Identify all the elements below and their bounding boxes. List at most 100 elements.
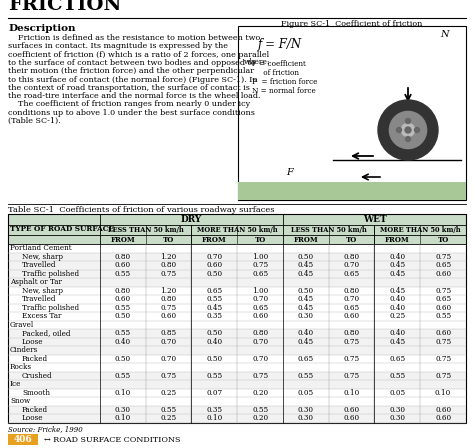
Text: 0.20: 0.20 [252,389,268,397]
Text: MORE THAN 50 km/h: MORE THAN 50 km/h [197,226,278,234]
Text: f  = coefficient: f = coefficient [252,60,306,68]
Text: 0.25: 0.25 [161,414,177,422]
Bar [8,295,466,303]
Text: 0.70: 0.70 [344,295,360,303]
Text: 0.55: 0.55 [115,329,131,337]
Text: 0.85: 0.85 [161,329,177,337]
Text: Loose: Loose [22,338,44,346]
Circle shape [405,127,411,133]
Bar [8,270,466,278]
Text: 0.75: 0.75 [161,304,177,312]
Bar [8,380,466,388]
Text: 0.10: 0.10 [115,414,131,422]
Circle shape [405,137,410,142]
Bar [8,312,466,320]
Text: 0.05: 0.05 [389,389,405,397]
Text: FROM: FROM [293,236,318,244]
Text: F  = friction force: F = friction force [252,78,318,86]
Text: (Table SC-1).: (Table SC-1). [8,117,61,125]
Text: conditions up to above 1.0 under the best surface conditions: conditions up to above 1.0 under the bes… [8,109,255,116]
Bar [8,261,466,270]
Text: 0.75: 0.75 [161,270,177,278]
Text: 0.40: 0.40 [389,329,405,337]
Text: Rocks: Rocks [10,363,32,371]
Bar [8,363,466,371]
Text: 0.30: 0.30 [298,414,314,422]
Bar [8,405,466,414]
Text: Travelled: Travelled [22,261,56,269]
Text: 0.65: 0.65 [252,270,268,278]
Text: 0.65: 0.65 [252,304,268,312]
Text: N: N [440,30,448,39]
Text: 0.70: 0.70 [252,338,268,346]
Text: 0.70: 0.70 [252,295,268,303]
Text: 1.00: 1.00 [252,253,268,261]
Text: 0.60: 0.60 [344,312,360,320]
Text: 0.60: 0.60 [344,414,360,422]
Text: The coefficient of friction ranges from nearly 0 under icy: The coefficient of friction ranges from … [8,100,250,108]
Text: Table SC-1  Coefficients of friction of various roadway surfaces: Table SC-1 Coefficients of friction of v… [8,206,274,214]
Text: 0.75: 0.75 [344,372,360,380]
Text: 0.80: 0.80 [161,295,177,303]
Text: 0.50: 0.50 [206,270,222,278]
Text: 0.50: 0.50 [115,312,131,320]
Text: 0.55: 0.55 [115,270,131,278]
Text: 0.60: 0.60 [435,270,451,278]
Text: 0.65: 0.65 [389,355,405,363]
Text: 0.65: 0.65 [206,287,222,295]
Text: 0.75: 0.75 [435,372,451,380]
Text: 0.45: 0.45 [389,261,405,269]
Text: 0.60: 0.60 [344,406,360,414]
Text: 0.50: 0.50 [115,355,131,363]
Text: 0.75: 0.75 [435,338,451,346]
Circle shape [378,100,438,160]
Text: 0.40: 0.40 [389,295,405,303]
Bar [8,214,466,244]
Bar [8,278,466,287]
Circle shape [405,119,410,124]
Text: TYPE OF ROAD SURFACE: TYPE OF ROAD SURFACE [10,225,114,233]
Text: Cinders: Cinders [10,346,38,354]
Bar [8,253,466,261]
Text: TO: TO [255,236,266,244]
Bar [238,182,466,200]
Text: 0.30: 0.30 [389,406,405,414]
Text: Packed, oiled: Packed, oiled [22,329,71,337]
Text: their motion (the friction force) and the other perpendicular: their motion (the friction force) and th… [8,67,254,75]
Text: Source: Fricke, 1990: Source: Fricke, 1990 [8,426,83,434]
Bar [8,434,38,445]
Text: 0.75: 0.75 [435,355,451,363]
Text: 0.70: 0.70 [161,355,177,363]
Text: 0.10: 0.10 [206,414,222,422]
Text: coefficient of friction (f) which is a ratio of 2 forces, one parallel: coefficient of friction (f) which is a r… [8,51,269,59]
Text: 0.60: 0.60 [435,304,451,312]
Text: Smooth: Smooth [22,389,50,397]
Text: 0.45: 0.45 [389,338,405,346]
Text: 0.40: 0.40 [389,253,405,261]
Text: 0.30: 0.30 [298,312,314,320]
Text: LESS THAN 50 km/h: LESS THAN 50 km/h [291,226,366,234]
Text: 0.45: 0.45 [206,304,222,312]
Text: 0.45: 0.45 [389,270,405,278]
Text: 0.20: 0.20 [252,414,268,422]
Text: 0.60: 0.60 [115,261,131,269]
Text: 0.75: 0.75 [252,372,268,380]
Text: TO: TO [163,236,174,244]
Text: 0.80: 0.80 [115,253,131,261]
Text: 0.35: 0.35 [206,312,222,320]
Text: 0.80: 0.80 [252,329,268,337]
Bar [8,354,466,363]
Text: 0.65: 0.65 [344,270,360,278]
Text: 0.07: 0.07 [206,389,222,397]
Text: 0.60: 0.60 [206,261,222,269]
Text: 0.50: 0.50 [298,287,314,295]
Bar [8,329,466,337]
Text: Ice: Ice [10,380,21,388]
Text: 0.50: 0.50 [206,329,222,337]
Text: 406: 406 [14,435,32,444]
Bar [8,320,466,329]
Text: 0.60: 0.60 [161,312,177,320]
Text: 0.55: 0.55 [161,406,177,414]
Text: 0.55: 0.55 [115,372,131,380]
Text: Figure SC-1  Coefficient of friction: Figure SC-1 Coefficient of friction [281,20,423,28]
